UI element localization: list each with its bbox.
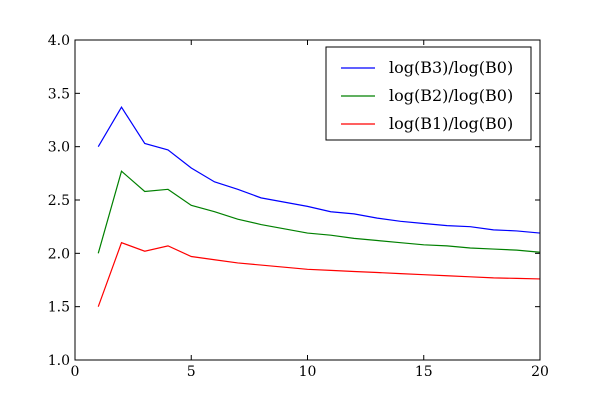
x-tick-label: 20 (531, 364, 549, 380)
legend-label: log(B1)/log(B0) (389, 114, 513, 133)
legend-label: log(B3)/log(B0) (389, 58, 513, 77)
x-tick-label: 5 (187, 364, 196, 380)
series-line-1 (97, 106, 541, 234)
ticks-layer: 0 5 10 15 20 1.0 1.5 2.0 2.5 3.0 3.5 4.0 (48, 33, 549, 380)
series-line-2 (97, 170, 541, 254)
series-layer (97, 106, 541, 307)
series-line-3 (97, 241, 541, 307)
x-tick-label: 0 (71, 364, 80, 380)
x-tick-label: 10 (299, 364, 317, 380)
y-tick-label: 3.5 (48, 86, 70, 102)
x-tick-label: 15 (415, 364, 433, 380)
y-tick-label: 2.0 (48, 246, 70, 262)
y-tick-label: 3.0 (48, 140, 70, 156)
y-tick-label: 2.5 (48, 193, 70, 209)
y-tick-label: 1.5 (48, 300, 70, 316)
y-tick-label: 4.0 (48, 33, 70, 49)
legend: log(B3)/log(B0) log(B2)/log(B0) log(B1)/lo… (325, 46, 532, 141)
legend-label: log(B2)/log(B0) (389, 86, 513, 105)
y-tick-label: 1.0 (48, 353, 70, 369)
